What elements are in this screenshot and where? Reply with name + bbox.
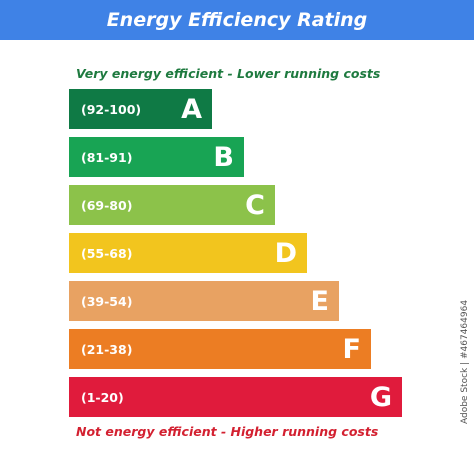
page-title: Energy Efficiency Rating: [106, 9, 368, 31]
rating-letter: G: [369, 381, 392, 413]
rating-letter: F: [342, 333, 361, 365]
rating-range-label: (39-54): [81, 293, 133, 309]
caption-inefficient: Not energy efficient - Higher running co…: [76, 424, 379, 439]
rating-range-label: (1-20): [81, 389, 124, 405]
rating-letter: E: [310, 285, 329, 317]
rating-bar-c: (69-80) C: [69, 185, 275, 225]
stock-watermark: Adobe Stock | #467464964: [460, 299, 470, 424]
rating-bar-a: (92-100) A: [69, 89, 212, 129]
rating-range-label: (81-91): [81, 149, 133, 165]
rating-bar-f: (21-38) F: [69, 329, 371, 369]
rating-range-label: (55-68): [81, 245, 133, 261]
rating-range-label: (21-38): [81, 341, 133, 357]
rating-bar-e: (39-54) E: [69, 281, 339, 321]
rating-letter: C: [245, 189, 265, 221]
rating-range-label: (69-80): [81, 197, 133, 213]
rating-bar-d: (55-68) D: [69, 233, 307, 273]
rating-range-label: (92-100): [81, 101, 142, 117]
caption-efficient: Very energy efficient - Lower running co…: [76, 66, 381, 81]
rating-letter: D: [274, 237, 297, 269]
rating-letter: B: [213, 141, 234, 173]
header-bar: Energy Efficiency Rating: [0, 0, 474, 40]
rating-bar-g: (1-20) G: [69, 377, 402, 417]
rating-bar-b: (81-91) B: [69, 137, 244, 177]
rating-letter: A: [181, 93, 202, 125]
